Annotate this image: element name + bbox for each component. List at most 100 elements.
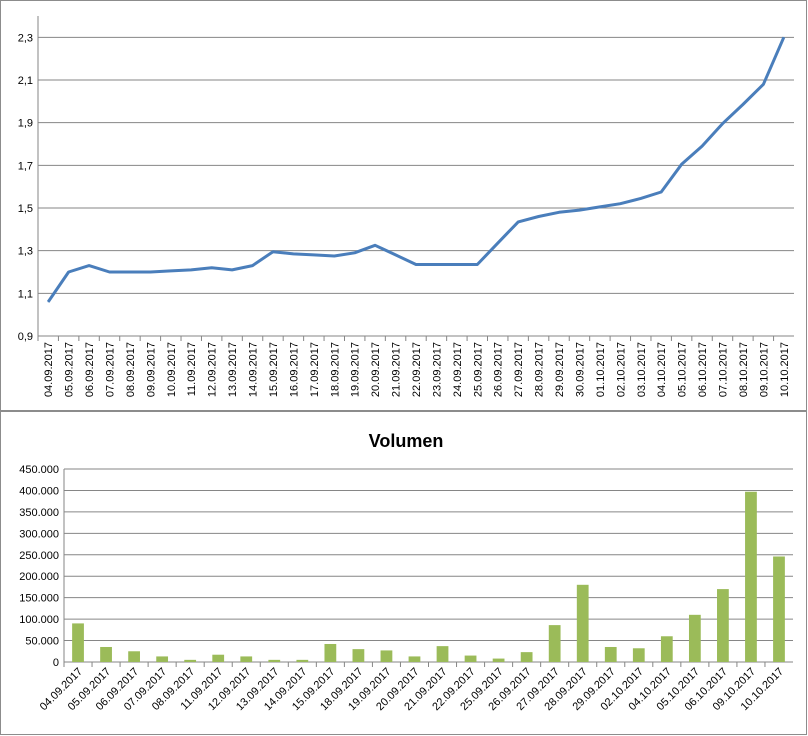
volume-bar	[408, 656, 421, 662]
y-tick-label: 50.000	[25, 636, 59, 648]
volume-bar	[548, 625, 561, 662]
volume-bar	[156, 656, 169, 662]
data-point	[149, 271, 151, 273]
data-point	[88, 265, 90, 267]
x-tick-label: 07.10.2017	[717, 342, 729, 397]
x-tick-label: 02.10.2017	[615, 342, 627, 397]
x-tick-label: 14.09.2017	[248, 342, 260, 397]
y-tick-label: 0,9	[18, 331, 33, 343]
x-tick-label: 29.09.2017	[554, 342, 566, 397]
data-point	[252, 265, 254, 267]
data-point	[599, 206, 601, 208]
x-tick-label: 15.09.2017	[268, 342, 280, 397]
x-tick-label: 09.09.2017	[145, 342, 157, 397]
x-tick-label: 16.09.2017	[288, 342, 300, 397]
x-tick-label: 24.09.2017	[452, 342, 464, 397]
data-point	[333, 255, 335, 257]
x-tick-label: 08.10.2017	[738, 342, 750, 397]
data-point	[231, 269, 233, 271]
y-tick-label: 150.000	[19, 593, 59, 605]
volume-bar	[100, 646, 112, 662]
x-tick-label: 12.09.2017	[207, 342, 219, 397]
volume-bar	[240, 656, 253, 662]
x-tick-label: 22.09.2017	[411, 342, 423, 397]
data-point	[435, 264, 437, 266]
data-point	[272, 251, 274, 253]
price-chart-panel: 0,9 1,1 1,3 1,5 1,7 1,9 2,1 2,3 04.09.2017 05.09.…	[0, 0, 807, 411]
data-point	[456, 264, 458, 266]
y-tick-label: 200.000	[19, 571, 59, 583]
y-tick-label: 1,7	[18, 160, 33, 172]
data-point	[415, 264, 417, 266]
data-point	[170, 270, 172, 272]
data-point	[578, 209, 580, 211]
data-point	[211, 267, 213, 269]
volume-bar-chart: Volumen 0 50.000 100.000 150.000 200.000 250.…	[19, 431, 793, 713]
volume-bar	[604, 646, 617, 662]
y-tick-label: 1,3	[18, 246, 33, 258]
data-point	[619, 203, 621, 205]
x-tick-label: 10.09.2017	[166, 342, 178, 397]
data-point	[476, 264, 478, 266]
y-tick-label: 0	[53, 657, 59, 669]
x-tick-label: 20.09.2017	[370, 342, 382, 397]
x-tick-label: 27.09.2017	[513, 342, 525, 397]
x-tick-label: 09.10.2017	[758, 342, 770, 397]
data-point	[395, 254, 397, 256]
volume-bar	[72, 623, 84, 662]
data-point	[374, 244, 376, 246]
y-tick-label: 100.000	[19, 614, 59, 626]
volume-bar	[576, 584, 589, 662]
volume-chart-panel: Volumen 0 50.000 100.000 150.000 200.000 250.…	[0, 411, 807, 735]
x-tick-label: 01.10.2017	[595, 342, 607, 397]
x-tick-label: 06.10.2017	[697, 342, 709, 397]
price-line-chart: 0,9 1,1 1,3 1,5 1,7 1,9 2,1 2,3 04.09.2017 05.09.…	[18, 16, 794, 397]
y-tick-label: 2,3	[18, 32, 33, 44]
data-point	[292, 253, 294, 255]
volume-bar	[717, 589, 729, 662]
x-tick-label: 26.09.2017	[493, 342, 505, 397]
x-tick-label: 13.09.2017	[227, 342, 239, 397]
y-tick-label: 450.000	[19, 464, 59, 476]
x-tick-label: 07.09.2017	[105, 342, 117, 397]
data-point	[742, 104, 744, 106]
x-tick-label: 05.10.2017	[677, 342, 689, 397]
volume-bar	[380, 650, 393, 662]
price-series-line	[46, 36, 786, 303]
data-point	[129, 271, 131, 273]
y-tick-label: 1,5	[18, 203, 33, 215]
y-tick-label: 400.000	[19, 485, 59, 497]
x-tick-label: 21.09.2017	[391, 342, 403, 397]
x-tick-label: 04.10.2017	[656, 342, 668, 397]
data-point	[640, 197, 642, 199]
x-tick-label: 05.09.2017	[64, 342, 76, 397]
chart-title: Volumen	[369, 431, 444, 451]
data-point	[354, 252, 356, 254]
volume-bar	[464, 655, 477, 662]
data-point	[701, 145, 703, 147]
data-point	[109, 271, 111, 273]
x-tick-label: 25.09.2017	[472, 342, 484, 397]
volume-bar	[773, 556, 785, 662]
data-point	[721, 123, 723, 125]
y-tick-label: 2,1	[18, 75, 33, 87]
x-tick-label: 19.09.2017	[350, 342, 362, 397]
x-tick-label: 11.09.2017	[186, 342, 198, 396]
y-tick-label: 300.000	[19, 528, 59, 540]
x-tick-label: 18.09.2017	[329, 342, 341, 397]
data-point	[783, 36, 785, 38]
x-tick-label: 30.09.2017	[574, 342, 586, 397]
volume-bar	[688, 614, 701, 662]
volume-bar	[296, 659, 309, 662]
volume-bar	[492, 658, 505, 662]
volume-bar	[632, 648, 645, 662]
y-tick-label: 350.000	[19, 507, 59, 519]
data-point	[660, 191, 662, 193]
y-tick-label: 250.000	[19, 550, 59, 562]
volume-bar	[660, 636, 673, 662]
data-point	[558, 211, 560, 213]
x-tick-label: 17.09.2017	[309, 342, 321, 397]
data-point	[517, 221, 519, 223]
data-point	[681, 163, 683, 165]
data-point	[190, 269, 192, 271]
